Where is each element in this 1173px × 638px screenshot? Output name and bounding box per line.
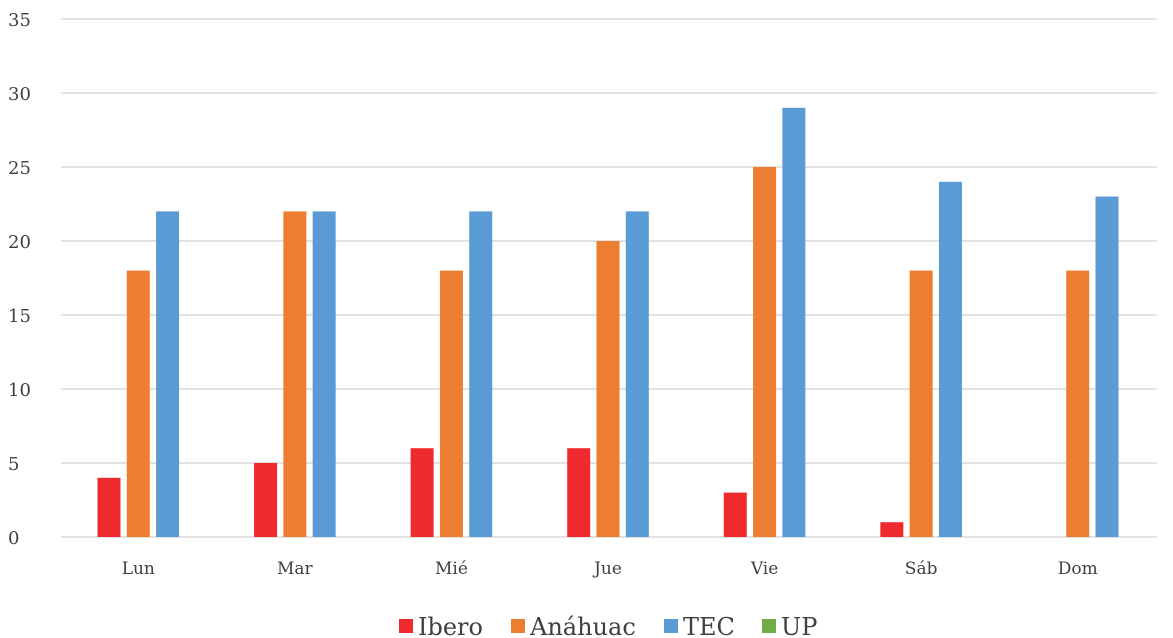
bar-tec-mié <box>469 211 493 537</box>
bar-anáhuac-jue <box>596 241 620 537</box>
x-category-label: Vie <box>750 559 778 579</box>
bar-tec-vie <box>782 107 806 538</box>
legend-label-up: UP <box>781 613 817 638</box>
bar-ibero-vie <box>723 492 747 537</box>
bar-anáhuac-lun <box>126 270 150 537</box>
bar-anáhuac-mié <box>439 270 463 537</box>
bar-tec-sáb <box>938 181 962 538</box>
y-tick-label: 20 <box>8 232 31 253</box>
legend-swatch-anáhuac <box>511 619 525 633</box>
y-tick-label: 30 <box>8 84 31 105</box>
x-category-label: Mié <box>435 559 468 579</box>
bar-ibero-mar <box>254 463 278 537</box>
legend-label-anáhuac: Anáhuac <box>529 613 636 638</box>
y-tick-label: 0 <box>8 528 19 549</box>
y-tick-label: 15 <box>8 306 31 327</box>
y-axis-ticks: 0 5 10 15 20 25 30 35 <box>8 10 31 549</box>
y-tick-label: 10 <box>8 380 31 401</box>
x-category-label: Sáb <box>905 559 938 579</box>
x-category-label: Jue <box>592 559 622 579</box>
y-tick-label: 25 <box>8 158 31 179</box>
bar-ibero-mié <box>410 448 434 537</box>
x-category-label: Mar <box>277 559 314 579</box>
x-axis-labels: Lun Mar Mié Jue Vie Sáb Dom <box>122 559 1098 579</box>
legend-label-tec: TEC <box>683 613 735 638</box>
legend: Ibero Anáhuac TEC UP <box>399 613 817 638</box>
bar-tec-mar <box>312 211 336 537</box>
y-tick-label: 35 <box>8 10 31 31</box>
bar-anáhuac-sáb <box>909 270 933 537</box>
bar-tec-lun <box>156 211 180 537</box>
bar-anáhuac-vie <box>753 167 777 537</box>
bar-ibero-sáb <box>880 522 904 537</box>
legend-swatch-up <box>762 619 776 633</box>
bar-anáhuac-dom <box>1066 270 1090 537</box>
bar-anáhuac-mar <box>283 211 307 537</box>
bar-ibero-jue <box>567 448 591 537</box>
x-category-label: Dom <box>1058 559 1098 579</box>
legend-swatch-tec <box>664 619 678 633</box>
legend-label-ibero: Ibero <box>418 613 483 638</box>
legend-swatch-ibero <box>399 619 413 633</box>
bar-tec-jue <box>625 211 649 537</box>
bars <box>97 107 1119 538</box>
y-tick-label: 5 <box>8 454 19 475</box>
bar-tec-dom <box>1095 196 1119 537</box>
bar-ibero-lun <box>97 477 121 537</box>
x-category-label: Lun <box>122 559 155 579</box>
